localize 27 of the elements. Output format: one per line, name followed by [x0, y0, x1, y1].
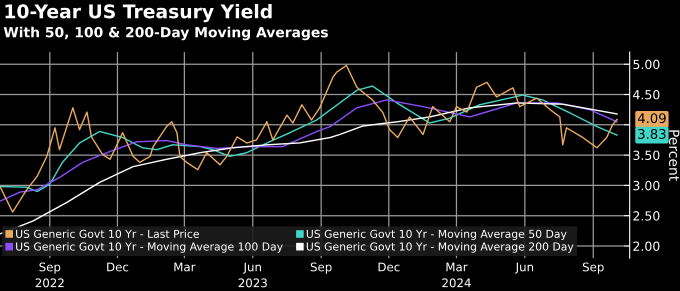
line-series	[0, 85, 618, 192]
x-tick-label: Sep	[310, 262, 332, 274]
line-series	[0, 64, 618, 213]
y-tick-label: 5.00	[633, 60, 660, 70]
line-series	[0, 99, 618, 202]
legend-label: US Generic Govt 10 Yr - Moving Average 50 Day	[306, 230, 567, 240]
annotation: 3.83	[638, 128, 666, 139]
x-tick-label: Dec	[378, 262, 400, 272]
y-tick-label: 3.00	[633, 180, 660, 190]
legend-label: US Generic Govt 10 Yr - Last Price	[16, 230, 199, 238]
x-tick-label: Dec	[107, 262, 128, 272]
y-tick-label: 2.00	[633, 241, 660, 251]
legend-label: US Generic Govt 10 Yr - Moving Average 100 Day	[16, 242, 283, 253]
chart-title: 10-Year US Treasury Yield	[6, 4, 272, 22]
chart-subtitle: With 50, 100 & 200-Day Moving Averages	[4, 26, 328, 40]
annotation: 4.09	[638, 113, 666, 124]
x-tick-label: Mar	[174, 262, 196, 272]
y-tick-label: 4.50	[633, 90, 660, 100]
x-tick-label: Jun 2023	[238, 262, 267, 288]
x-tick-label: Mar 2024	[442, 262, 471, 288]
y-tick-label: 2.50	[633, 211, 660, 221]
x-tick-label: Sep	[582, 262, 604, 274]
x-tick-label: Sep 2022	[36, 262, 64, 288]
x-tick-label: Jun	[515, 262, 534, 274]
y-tick-label: 3.50	[633, 150, 660, 160]
y-axis-title: Percent	[668, 130, 680, 181]
legend-label: US Generic Govt 10 Yr - Moving Average 200 Day	[306, 242, 574, 253]
